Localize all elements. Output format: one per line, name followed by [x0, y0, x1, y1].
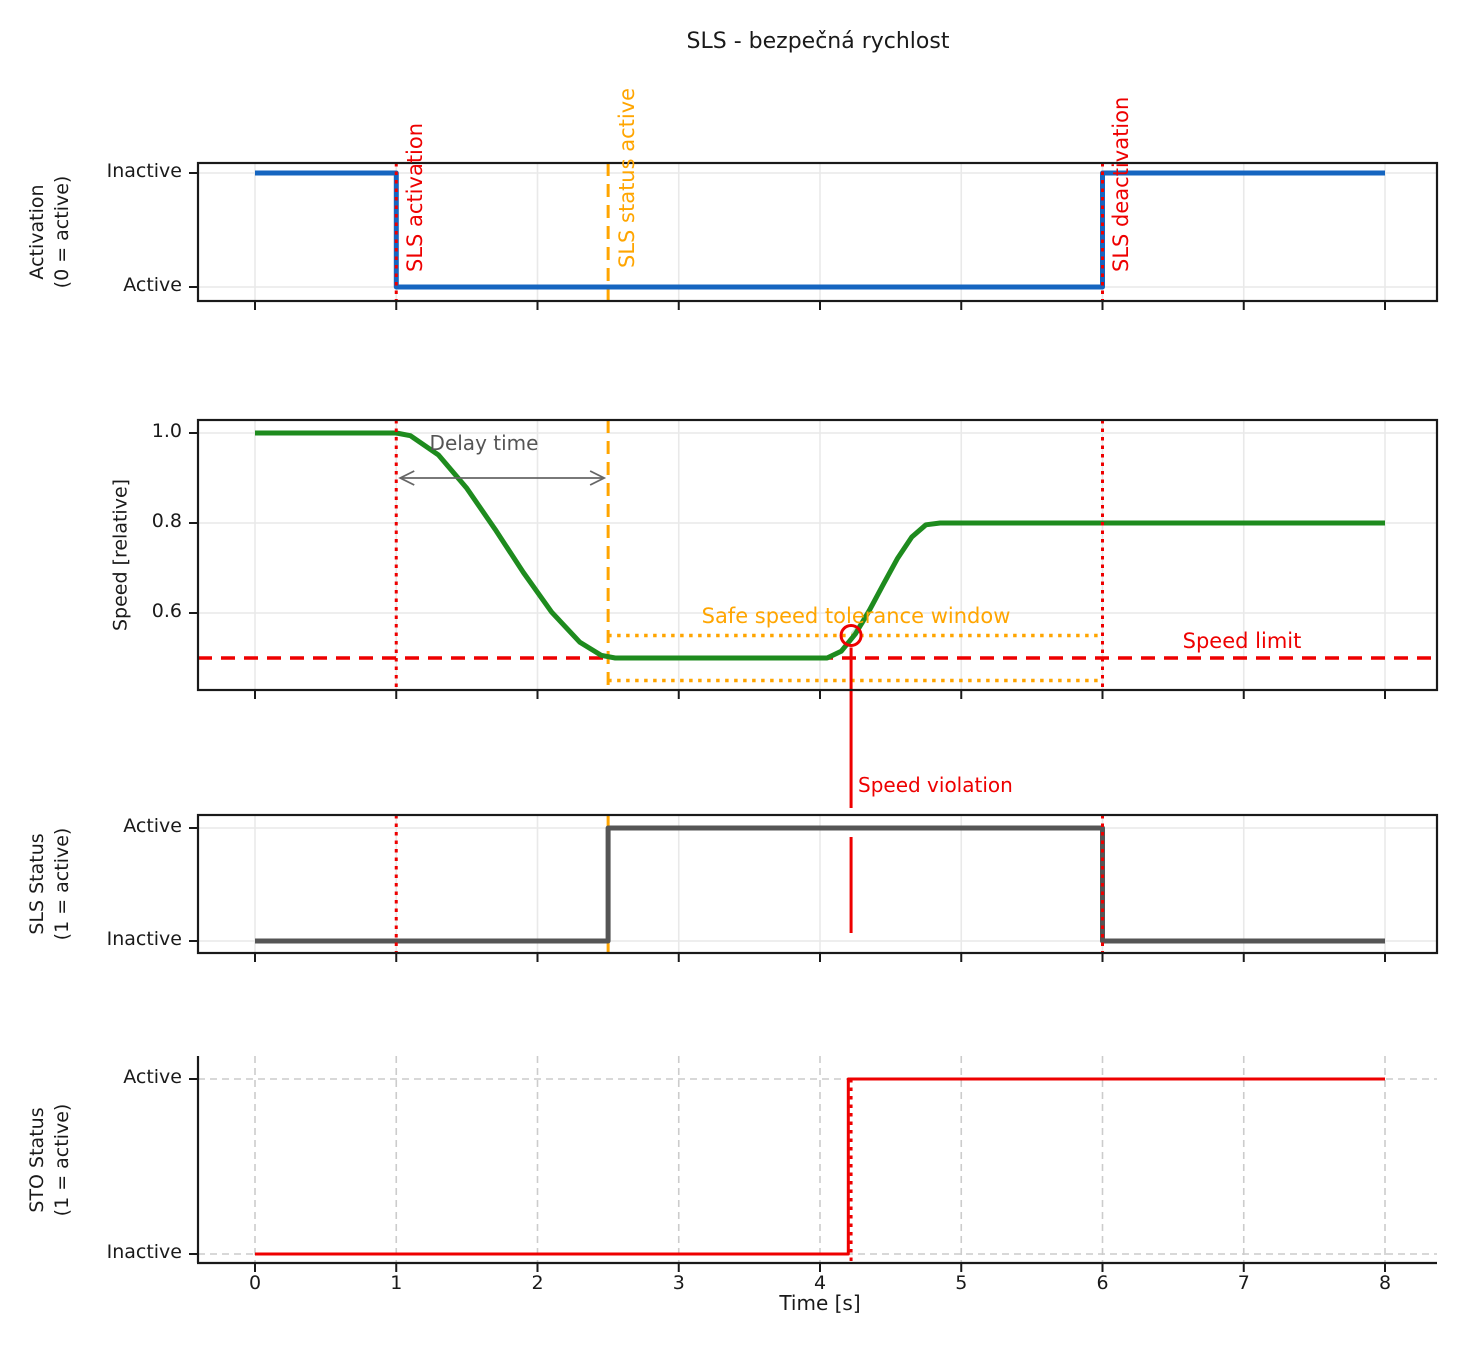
x-tick-label: 0: [248, 1272, 262, 1294]
y-tick-label: Active: [123, 815, 182, 837]
delay-time-label: Delay time: [429, 431, 539, 455]
y-tick-label: Active: [123, 274, 182, 296]
vline-label-sls-status-active: SLS status active: [615, 87, 639, 268]
y-tick-label: Inactive: [106, 928, 182, 950]
x-axis-label: Time [s]: [779, 1291, 861, 1315]
speed-limit-label: Speed limit: [1182, 629, 1302, 653]
axes-spines: [196, 418, 1439, 692]
x-tick-label: 4: [813, 1272, 827, 1294]
y-tick-label: 0.8: [151, 510, 182, 532]
series-speed: [255, 430, 1385, 661]
y-tick-label: Inactive: [106, 1241, 182, 1263]
vline-label-sls-deactivation: SLS deactivation: [1109, 96, 1133, 272]
series-sto-status: [255, 1077, 1385, 1256]
ylabel-sto-status: STO Status (1 = active): [25, 1103, 73, 1217]
x-tick-label: 5: [955, 1272, 968, 1294]
x-tick-label: 1: [390, 1272, 403, 1294]
y-tick-label: Active: [123, 1066, 182, 1088]
x-tick-label: 8: [1378, 1272, 1392, 1294]
x-tick-label: 3: [672, 1272, 685, 1294]
axes-spines: [196, 813, 1439, 955]
ylabel-activation: Activation (0 = active): [25, 175, 73, 289]
ylabel-sls-status: SLS Status (1 = active): [25, 827, 73, 941]
chart-title: SLS - bezpečná rychlost: [686, 29, 950, 54]
y-tick-label: 0.6: [151, 600, 182, 622]
tolerance-window-label: Safe speed tolerance window: [701, 604, 1011, 628]
y-tick-label: Inactive: [106, 160, 182, 182]
y-tick-label: 1.0: [151, 420, 182, 442]
x-tick-label: 6: [1096, 1272, 1109, 1294]
series-activation: [255, 170, 1385, 290]
delay-arrowhead-right: [589, 470, 607, 486]
x-tick-label: 2: [531, 1272, 544, 1294]
violation-marker: [839, 624, 863, 647]
axes-spines: [196, 161, 1439, 303]
vline-label-sls-activation: SLS activation: [403, 122, 427, 272]
speed-violation-label: Speed violation: [858, 773, 1013, 797]
delay-arrowhead-left: [398, 470, 415, 486]
x-tick-label: 7: [1237, 1272, 1250, 1294]
series-sls-status: [255, 825, 1385, 944]
